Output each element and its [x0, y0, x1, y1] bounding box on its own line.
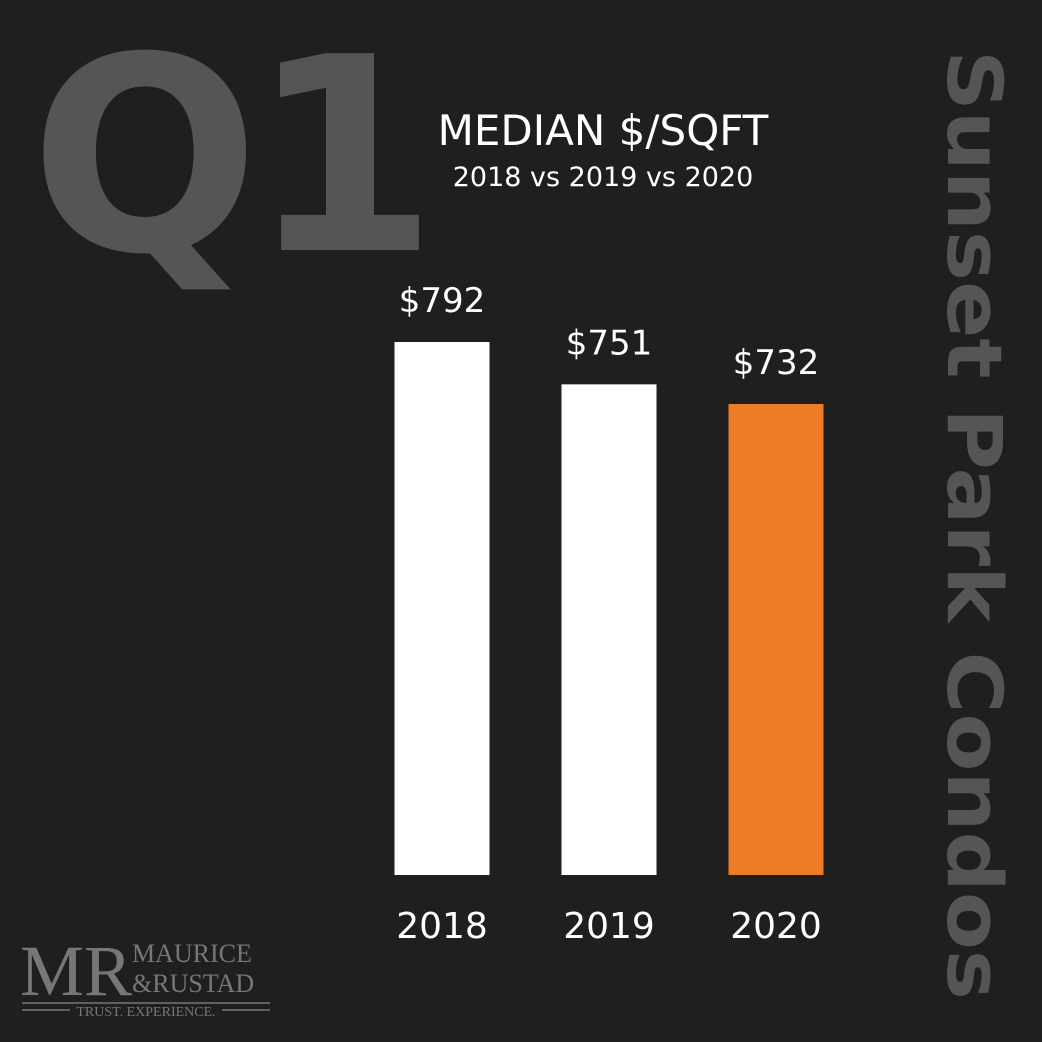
value-label: $792	[399, 281, 486, 321]
logo-tagline: TRUST. EXPERIENCE.	[76, 1005, 215, 1020]
x-tick-label: 2019	[563, 906, 655, 947]
x-tick-label: 2018	[396, 906, 488, 947]
logo: MR MAURICE &RUSTAD TRUST. EXPERIENCE.	[20, 931, 270, 1020]
value-label: $751	[566, 323, 653, 363]
logo-line: MAURICE	[132, 939, 252, 968]
bar	[728, 403, 824, 875]
value-label: $732	[733, 343, 820, 383]
x-tick-label: 2020	[730, 906, 822, 947]
side-title: Sunset Park Condos	[930, 50, 1019, 1000]
bar	[394, 342, 490, 875]
logo-mark: MR	[20, 931, 132, 1011]
bar	[561, 384, 657, 875]
quarter-label: Q1	[30, 0, 427, 314]
chart-title: MEDIAN $/SQFT	[438, 106, 769, 155]
logo-line: &RUSTAD	[132, 969, 254, 998]
chart-subtitle: 2018 vs 2019 vs 2020	[453, 162, 754, 193]
